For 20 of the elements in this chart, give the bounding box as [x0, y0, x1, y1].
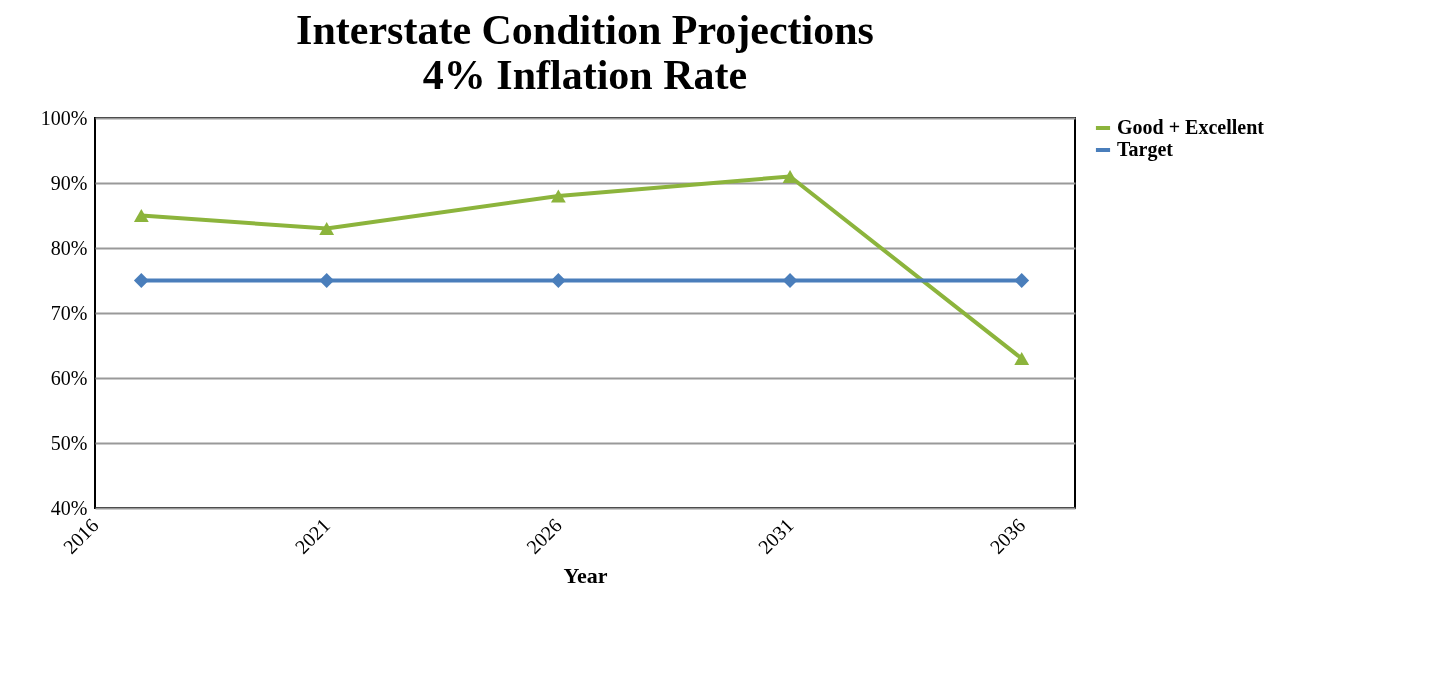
point [133, 209, 149, 222]
point [550, 273, 566, 288]
legend-label: Target [1117, 138, 1174, 161]
point [1014, 352, 1030, 365]
y-tick-label: 70% [50, 301, 88, 324]
point [319, 273, 335, 288]
y-tick-label: 50% [50, 431, 88, 454]
chart-subtitle: 4% Inflation Rate [422, 52, 748, 98]
point [1014, 273, 1030, 288]
x-axis-title: Year [563, 562, 608, 588]
y-tick-label: 40% [50, 496, 88, 519]
chart-title: Interstate Condition Projections [296, 7, 874, 53]
point [319, 222, 335, 235]
y-tick-label: 100% [40, 106, 88, 129]
point [133, 273, 149, 288]
legend-label: Good + Excellent [1117, 116, 1265, 138]
point [550, 189, 566, 203]
y-tick-label: 80% [50, 236, 88, 259]
y-tick-label: 60% [50, 366, 88, 389]
y-tick-label: 90% [50, 171, 88, 194]
